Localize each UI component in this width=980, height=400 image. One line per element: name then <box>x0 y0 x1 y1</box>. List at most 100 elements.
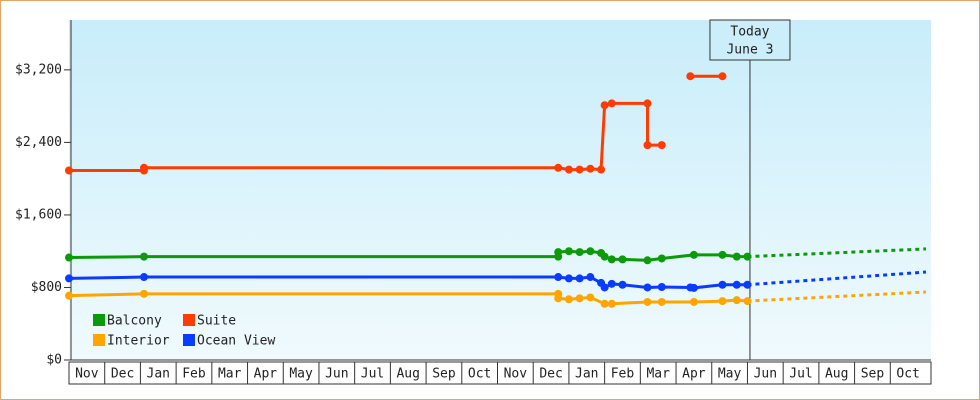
price-point <box>554 273 563 282</box>
price-point <box>732 296 741 305</box>
x-tick-label: Nov <box>75 367 99 382</box>
price-point <box>718 280 727 289</box>
x-tick-label: Apr <box>254 367 278 382</box>
price-point <box>564 165 573 174</box>
forecast-line <box>747 290 927 303</box>
x-tick-label: Sep <box>432 367 456 382</box>
x-tick-label: Aug <box>396 367 419 382</box>
today-box <box>709 19 791 61</box>
price-point <box>139 289 148 298</box>
price-point <box>564 295 573 304</box>
price-point <box>554 248 563 257</box>
legend-swatch <box>183 334 195 346</box>
x-tick-label: Dec <box>539 367 562 382</box>
x-tick-label: May <box>289 367 313 382</box>
x-tick-label: Jun <box>325 367 348 382</box>
legend-label: Interior <box>107 334 170 349</box>
x-tick-label: Feb <box>182 367 206 382</box>
price-point <box>600 252 609 261</box>
price-point <box>643 256 652 265</box>
price-point <box>657 297 666 306</box>
today-date: June 3 <box>726 43 773 58</box>
price-point <box>618 280 627 289</box>
x-tick-label: Jan <box>147 367 170 382</box>
x-tick-label: Feb <box>611 367 635 382</box>
legend-label: Balcony <box>107 314 162 329</box>
today-label: Today <box>730 25 769 40</box>
price-point <box>743 297 752 306</box>
x-tick-label: Oct <box>896 367 919 382</box>
y-tick-label: $0 <box>46 353 62 368</box>
price-point <box>689 283 698 292</box>
price-point <box>597 165 606 174</box>
x-tick-label: Apr <box>682 367 706 382</box>
price-point <box>607 99 616 108</box>
x-tick-label: Mar <box>218 367 242 382</box>
price-point <box>657 141 666 150</box>
price-point <box>657 254 666 263</box>
x-tick-label: Sep <box>861 367 885 382</box>
price-point <box>718 72 727 81</box>
price-point <box>139 252 148 261</box>
price-point <box>586 273 595 282</box>
x-tick-label: Jul <box>361 367 384 382</box>
price-point <box>607 255 616 264</box>
month-axis-box <box>68 361 932 385</box>
price-point <box>643 141 652 150</box>
price-point <box>718 297 727 306</box>
price-point <box>586 164 595 173</box>
price-point <box>600 299 609 308</box>
price-point <box>139 273 148 282</box>
price-point <box>718 250 727 259</box>
y-tick-label: $1,600 <box>15 207 62 222</box>
price-point <box>575 248 584 257</box>
x-tick-label: Dec <box>111 367 134 382</box>
price-point <box>743 280 752 289</box>
price-point <box>600 283 609 292</box>
price-point <box>575 294 584 303</box>
x-tick-label: Aug <box>825 367 848 382</box>
price-point <box>686 72 695 81</box>
price-point <box>607 299 616 308</box>
x-tick-label: Mar <box>646 367 670 382</box>
legend-swatch <box>93 314 105 326</box>
price-point <box>575 165 584 174</box>
price-point <box>586 247 595 256</box>
x-tick-label: Nov <box>504 367 528 382</box>
price-point <box>743 252 752 261</box>
price-point <box>586 293 595 302</box>
price-point <box>643 283 652 292</box>
y-tick-label: $800 <box>31 280 62 295</box>
price-point <box>554 163 563 172</box>
legend-swatch <box>93 334 105 346</box>
y-tick-label: $3,200 <box>15 62 62 77</box>
price-point <box>689 297 698 306</box>
legend-swatch <box>183 314 195 326</box>
legend-label: Ocean View <box>197 334 275 349</box>
price-point <box>732 252 741 261</box>
forecast-line <box>747 270 927 287</box>
price-point <box>643 297 652 306</box>
legend-label: Suite <box>197 314 236 329</box>
price-point <box>65 291 73 300</box>
price-point <box>564 274 573 283</box>
plot-area <box>69 20 931 360</box>
price-point <box>732 280 741 289</box>
forecast-line <box>747 247 927 259</box>
price-point <box>65 166 73 175</box>
price-point <box>689 250 698 259</box>
price-point <box>600 101 609 110</box>
price-point <box>607 279 616 288</box>
price-point <box>564 247 573 256</box>
price-point <box>554 294 563 303</box>
price-point <box>618 255 627 264</box>
price-point <box>575 274 584 283</box>
price-point <box>65 274 73 283</box>
x-tick-label: Jun <box>754 367 777 382</box>
y-tick-label: $2,400 <box>15 135 62 150</box>
price-point <box>65 253 73 262</box>
price-point <box>139 163 148 172</box>
price-point <box>657 283 666 292</box>
x-tick-label: Jan <box>575 367 598 382</box>
